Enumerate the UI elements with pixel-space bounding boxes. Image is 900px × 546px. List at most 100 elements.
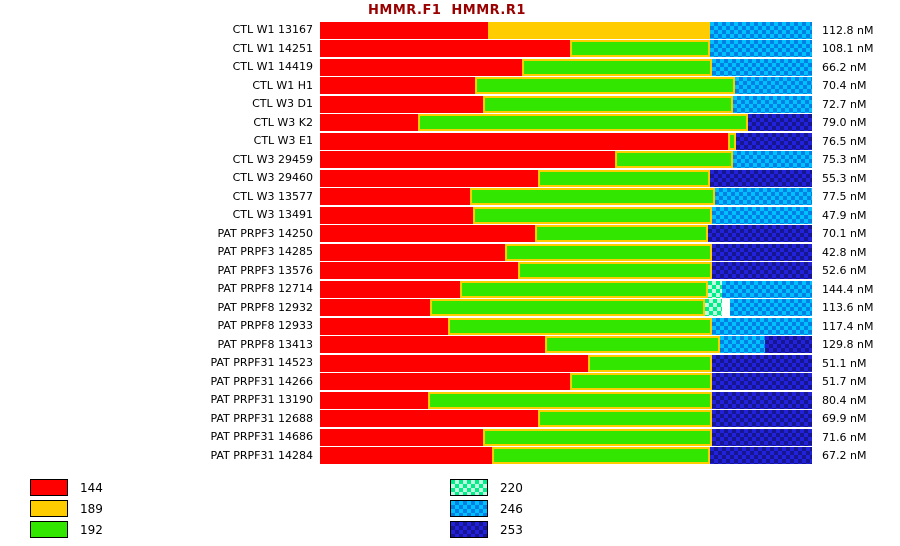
chart-row: PAT PRPF8 12714 144.4 nM — [0, 280, 900, 299]
legend-item-144: 144 — [30, 479, 103, 496]
bar-segment-192 — [504, 243, 713, 261]
stacked-bar — [320, 447, 812, 465]
chart-row: CTL W3 K2 79.0 nM — [0, 114, 900, 133]
stacked-bar — [320, 354, 812, 372]
bar-segment-192 — [615, 151, 734, 169]
bar-segment-192 — [588, 354, 713, 372]
bar-segment-192 — [492, 447, 711, 465]
bar-segment-144 — [320, 299, 431, 317]
legend-swatch-189 — [30, 500, 68, 517]
row-label: CTL W3 E1 — [253, 134, 313, 147]
bar-segment-192 — [430, 299, 706, 317]
row-value: 67.2 nM — [822, 449, 867, 463]
row-label: CTL W3 13491 — [232, 208, 313, 221]
row-label: PAT PRPF8 12714 — [217, 282, 313, 295]
bar-segment-144 — [320, 280, 461, 298]
row-value: 42.8 nM — [822, 245, 867, 259]
stacked-bar — [320, 428, 812, 446]
row-label: CTL W1 14419 — [232, 60, 313, 73]
legend-item-253: 253 — [450, 521, 523, 538]
row-value: 80.4 nM — [822, 393, 867, 407]
bar-segment-253 — [735, 132, 812, 150]
bar-segment-144 — [320, 428, 483, 446]
stacked-bar — [320, 373, 812, 391]
legend-label-246: 246 — [500, 501, 523, 516]
bar-segment-246 — [715, 188, 812, 206]
stacked-bar — [320, 58, 812, 76]
stacked-bar — [320, 410, 812, 428]
chart-row: PAT PRPF3 13576 52.6 nM — [0, 262, 900, 281]
row-label: CTL W1 13167 — [232, 23, 313, 36]
legend-item-220: 220 — [450, 479, 523, 496]
row-value: 144.4 nM — [822, 282, 874, 296]
chart-row: CTL W3 D1 72.7 nM — [0, 95, 900, 114]
row-label: CTL W3 D1 — [252, 97, 313, 110]
legend-label-144: 144 — [80, 480, 103, 495]
bar-segment-189 — [487, 21, 710, 39]
row-value: 129.8 nM — [822, 338, 874, 352]
stacked-bar — [320, 317, 812, 335]
row-label: PAT PRPF31 14284 — [210, 448, 313, 462]
stacked-bar — [320, 151, 812, 169]
bar-segment-246 — [730, 299, 812, 317]
chart-row: PAT PRPF31 14523 51.1 nM — [0, 354, 900, 373]
chart-row: CTL W3 29459 75.3 nM — [0, 151, 900, 170]
bar-segment-144 — [320, 373, 570, 391]
row-label: PAT PRPF31 12688 — [210, 411, 313, 425]
row-label: PAT PRPF31 14686 — [210, 430, 313, 443]
bar-segment-192 — [417, 114, 749, 132]
stacked-bar — [320, 188, 812, 206]
stacked-bar — [320, 114, 812, 132]
chart-row: PAT PRPF3 14250 70.1 nM — [0, 225, 900, 244]
bar-segment-246 — [719, 336, 765, 354]
bar-segment-253 — [710, 447, 812, 465]
bar-segment-144 — [320, 410, 538, 428]
bar-segment-144 — [320, 151, 616, 169]
row-label: PAT PRPF31 14266 — [210, 374, 313, 388]
chart-row: PAT PRPF31 14266 51.7 nM — [0, 373, 900, 392]
row-label: CTL W1 14251 — [232, 41, 313, 55]
bar-segment-246 — [712, 206, 812, 224]
bar-segment-253 — [764, 336, 812, 354]
bar-segment-144 — [320, 95, 483, 113]
legend-label-253: 253 — [500, 522, 523, 537]
legend-item-192: 192 — [30, 521, 103, 538]
bar-segment-192 — [728, 132, 736, 150]
row-value: 70.1 nM — [822, 227, 867, 241]
chart-row: PAT PRPF8 12933 117.4 nM — [0, 317, 900, 336]
row-label: PAT PRPF8 12933 — [217, 319, 313, 332]
chart-row: PAT PRPF31 14686 71.6 nM — [0, 428, 900, 447]
bar-segment-144 — [320, 391, 429, 409]
row-label: CTL W3 29460 — [232, 171, 313, 184]
row-value: 79.0 nM — [822, 116, 867, 130]
row-label: PAT PRPF31 14523 — [210, 356, 313, 369]
row-label: CTL W3 K2 — [253, 115, 313, 129]
bar-segment-246 — [709, 21, 812, 39]
chart-rows: CTL W1 13167 112.8 nM CTL W1 14251 108.1 nM… — [0, 21, 900, 465]
chart-row: CTL W1 H1 70.4 nM — [0, 77, 900, 96]
row-label: CTL W1 H1 — [252, 78, 313, 92]
row-label: PAT PRPF3 14285 — [217, 245, 313, 258]
stacked-bar — [320, 169, 812, 187]
bar-segment-144 — [320, 77, 475, 95]
row-value: 108.1 nM — [822, 42, 874, 56]
bar-segment-253 — [712, 391, 812, 409]
bar-segment-220 — [705, 299, 723, 317]
legend-item-189: 189 — [30, 500, 103, 517]
bar-segment-192 — [472, 206, 713, 224]
row-value: 72.7 nM — [822, 97, 867, 111]
bar-segment-192 — [535, 225, 709, 243]
bar-segment-144 — [320, 188, 471, 206]
legend-label-189: 189 — [80, 501, 103, 516]
bar-segment-246 — [733, 151, 812, 169]
row-value: 51.1 nM — [822, 356, 867, 370]
row-value: 69.9 nM — [822, 412, 867, 426]
stacked-bar — [320, 206, 812, 224]
bar-segment-253 — [712, 262, 812, 280]
chart-row: CTL W1 14251 108.1 nM — [0, 40, 900, 59]
row-label: CTL W3 29459 — [232, 152, 313, 166]
bar-segment-192 — [460, 280, 709, 298]
chart-title: HMMR.F1 HMMR.R1 — [368, 3, 526, 18]
bar-segment-253 — [712, 243, 812, 261]
bar-segment-192 — [482, 428, 713, 446]
